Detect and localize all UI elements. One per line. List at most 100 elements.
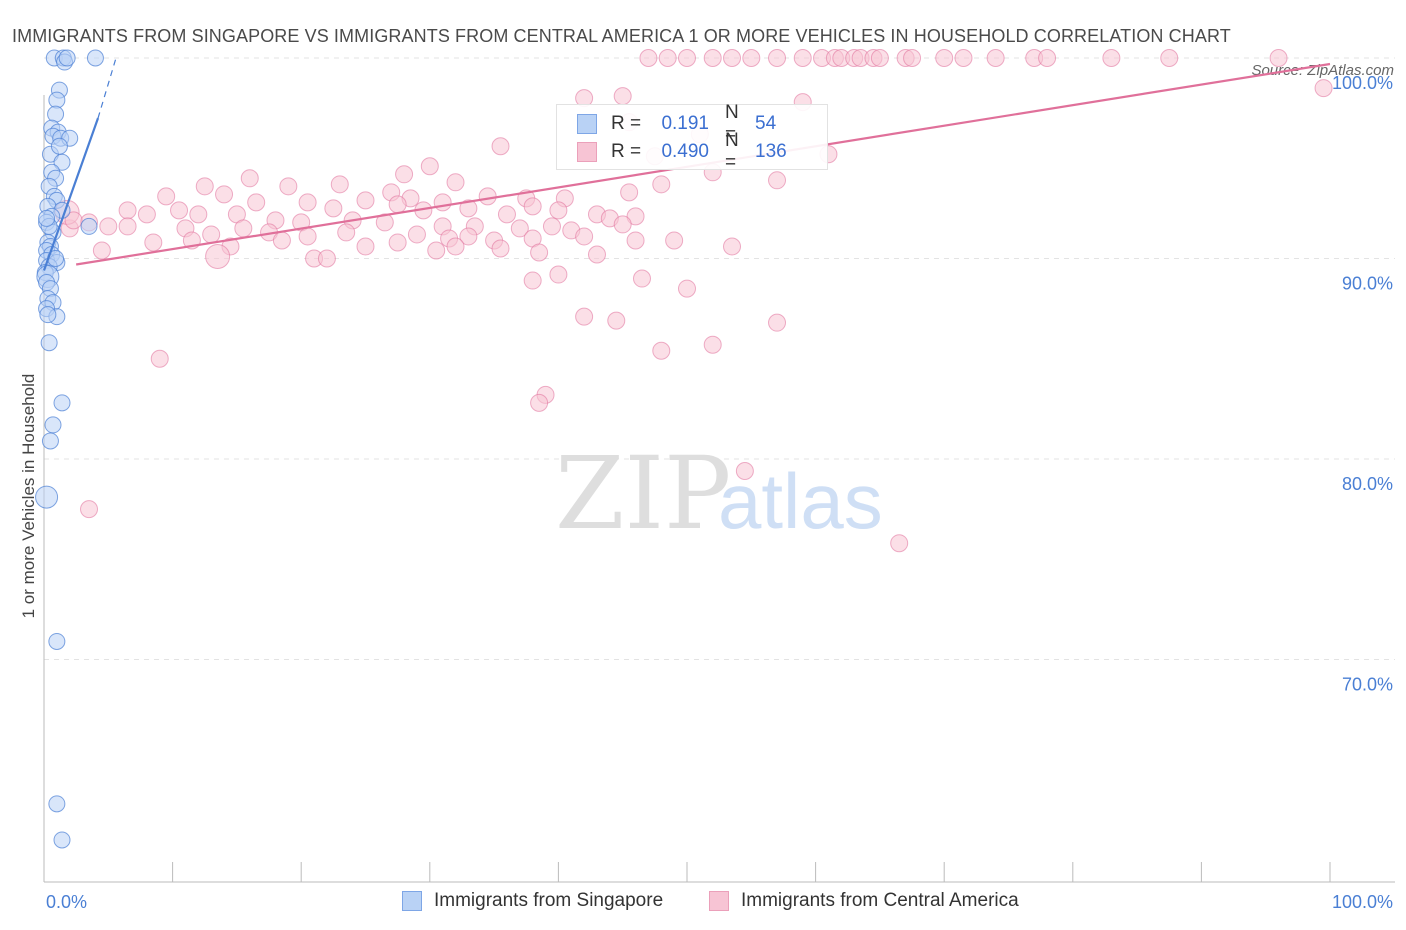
- central-america-point: [356, 191, 375, 210]
- central-america-point: [768, 49, 787, 67]
- central-america-point: [735, 462, 754, 481]
- y-tick-label: 100.0%: [1332, 73, 1393, 93]
- legend-r-value: 0.191: [661, 113, 709, 134]
- central-america-point: [478, 187, 497, 206]
- central-america-point: [903, 49, 922, 67]
- central-america-point: [523, 271, 542, 290]
- legend-row-central-america: R = 0.490 N = 136: [577, 130, 805, 173]
- y-tick-label: 70.0%: [1342, 675, 1393, 695]
- y-tick-label: 90.0%: [1342, 274, 1393, 294]
- central-america-point: [652, 175, 671, 194]
- central-america-point: [375, 213, 394, 232]
- central-america-point: [954, 49, 973, 67]
- central-america-point: [446, 237, 465, 256]
- central-america-point: [215, 185, 234, 204]
- central-america-point: [92, 241, 111, 260]
- central-america-point: [723, 49, 742, 67]
- central-america-point: [1269, 49, 1288, 67]
- legend-n-label: N =: [725, 130, 739, 173]
- tick-labels: 70.0% 80.0% 90.0% 100.0% 0.0% 100.0%: [46, 73, 1393, 912]
- central-america-point: [530, 393, 549, 412]
- central-america-point: [523, 197, 542, 216]
- singapore-point: [48, 795, 66, 813]
- central-america-point: [144, 233, 163, 252]
- central-america-point: [395, 165, 414, 184]
- central-america-point: [870, 49, 889, 67]
- source-label: Source: ZipAtlas.com: [1251, 62, 1394, 79]
- central-america-point: [170, 201, 189, 220]
- central-america-point: [80, 500, 99, 519]
- central-america-point: [298, 227, 317, 246]
- legend-n-label: N =: [725, 102, 739, 145]
- watermark: ZIP atlas: [555, 435, 883, 552]
- central-america-point: [678, 49, 696, 67]
- central-america-point: [298, 193, 317, 212]
- central-america-point: [337, 223, 356, 242]
- central-america-point: [407, 225, 426, 244]
- central-america-point: [195, 177, 214, 196]
- legend-swatch-singapore: [577, 114, 597, 134]
- legend-r-label: R =: [611, 113, 642, 134]
- bottom-legend-label-central-america: Immigrants from Central America: [741, 890, 1019, 911]
- central-america-point: [388, 233, 407, 252]
- central-america-point: [530, 243, 549, 262]
- legend-r-label: R =: [611, 141, 642, 162]
- central-america-point: [189, 205, 208, 224]
- central-america-point: [234, 219, 253, 238]
- singapore-point: [53, 394, 71, 412]
- bottom-legend-label-singapore: Immigrants from Singapore: [434, 890, 664, 911]
- central-america-point: [137, 205, 156, 224]
- central-america-point: [247, 193, 266, 212]
- central-america-point: [1160, 49, 1179, 67]
- central-america-point: [240, 169, 259, 188]
- legend-n-value: 136: [755, 141, 787, 162]
- bottom-legend-swatch-central-america: [709, 891, 729, 911]
- singapore-point: [41, 432, 59, 450]
- legend-n-value: 54: [755, 113, 777, 134]
- central-america-point: [607, 311, 626, 330]
- central-america-point: [497, 205, 516, 224]
- central-america-point: [742, 49, 761, 67]
- central-america-point: [890, 534, 909, 553]
- central-america-point: [64, 211, 83, 230]
- central-america-point: [587, 245, 606, 264]
- singapore-point: [48, 91, 66, 109]
- central-america-point: [575, 227, 594, 246]
- central-america-point: [427, 241, 446, 260]
- legend-r-value: 0.490: [661, 141, 709, 162]
- singapore-point: [48, 632, 66, 650]
- central-america-point: [1102, 49, 1121, 67]
- central-america-point: [99, 217, 118, 236]
- central-america-point: [703, 335, 722, 354]
- central-america-point: [317, 249, 336, 268]
- central-america-point: [157, 187, 176, 206]
- bottom-legend-swatch-singapore: [402, 891, 422, 911]
- central-america-point: [793, 49, 812, 67]
- central-america-point: [491, 239, 510, 258]
- central-america-point: [613, 87, 632, 106]
- singapore-trend-extension: [97, 57, 117, 119]
- central-america-point: [703, 49, 722, 67]
- singapore-point: [80, 217, 98, 235]
- central-america-point: [1038, 49, 1057, 67]
- central-america-point: [768, 313, 787, 332]
- stats-legend: R = 0.191 N = 54 R = 0.490 N = 136: [556, 102, 828, 173]
- singapore-point: [39, 306, 57, 324]
- singapore-point: [50, 137, 68, 155]
- central-america-point: [935, 49, 954, 67]
- watermark-zip: ZIP: [555, 435, 731, 552]
- central-america-point: [420, 157, 439, 176]
- singapore-point: [47, 105, 65, 123]
- central-america-point: [575, 307, 594, 326]
- singapore-trend-line: [42, 117, 100, 271]
- bottom-legend: Immigrants from Singapore Immigrants fro…: [0, 890, 1406, 916]
- central-america-point: [205, 243, 231, 269]
- central-america-point: [626, 207, 645, 226]
- central-america-point: [510, 219, 529, 238]
- central-america-point: [1314, 79, 1333, 98]
- legend-swatch-central-america: [577, 142, 597, 162]
- y-tick-label: 80.0%: [1342, 474, 1393, 494]
- central-america-point: [433, 193, 452, 212]
- y-axis-label: 1 or more Vehicles in Household: [19, 374, 38, 619]
- bottom-legend-singapore: Immigrants from Singapore: [402, 890, 663, 912]
